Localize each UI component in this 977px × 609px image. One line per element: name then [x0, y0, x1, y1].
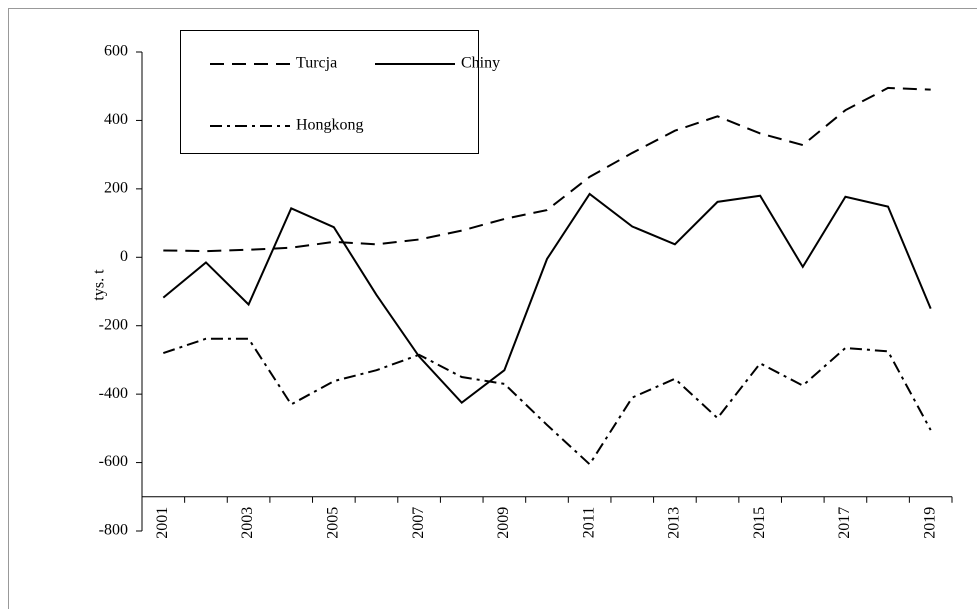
chart-border — [8, 8, 977, 609]
x-tick-label: 2017 — [836, 507, 853, 539]
y-tick-label: -800 — [99, 522, 128, 539]
series-line — [162, 192, 932, 405]
legend-box — [180, 30, 479, 154]
series-line — [163, 86, 931, 253]
x-tick-label: 2011 — [580, 507, 597, 538]
x-tick-label: 2015 — [751, 507, 768, 539]
y-tick-label: -400 — [99, 385, 128, 402]
legend-label: Chiny — [461, 55, 500, 72]
x-tick-label: 2005 — [325, 507, 342, 539]
legend-label: Turcja — [296, 55, 337, 72]
y-tick-label: -200 — [99, 316, 128, 333]
x-tick-label: 2013 — [666, 507, 683, 539]
y-axis-label: tys. t — [91, 269, 108, 301]
y-tick-label: -600 — [99, 453, 128, 470]
legend-label: Hongkong — [296, 117, 364, 134]
y-tick-label: 600 — [104, 43, 128, 60]
x-tick-label: 2019 — [921, 507, 938, 539]
y-tick-label: 0 — [120, 248, 128, 265]
series-line — [162, 337, 932, 466]
y-tick-label: 400 — [104, 111, 128, 128]
x-tick-label: 2003 — [239, 507, 256, 539]
x-tick-label: 2001 — [154, 507, 171, 539]
x-tick-label: 2009 — [495, 507, 512, 539]
y-tick-label: 200 — [104, 180, 128, 197]
x-tick-label: 2007 — [410, 507, 427, 539]
